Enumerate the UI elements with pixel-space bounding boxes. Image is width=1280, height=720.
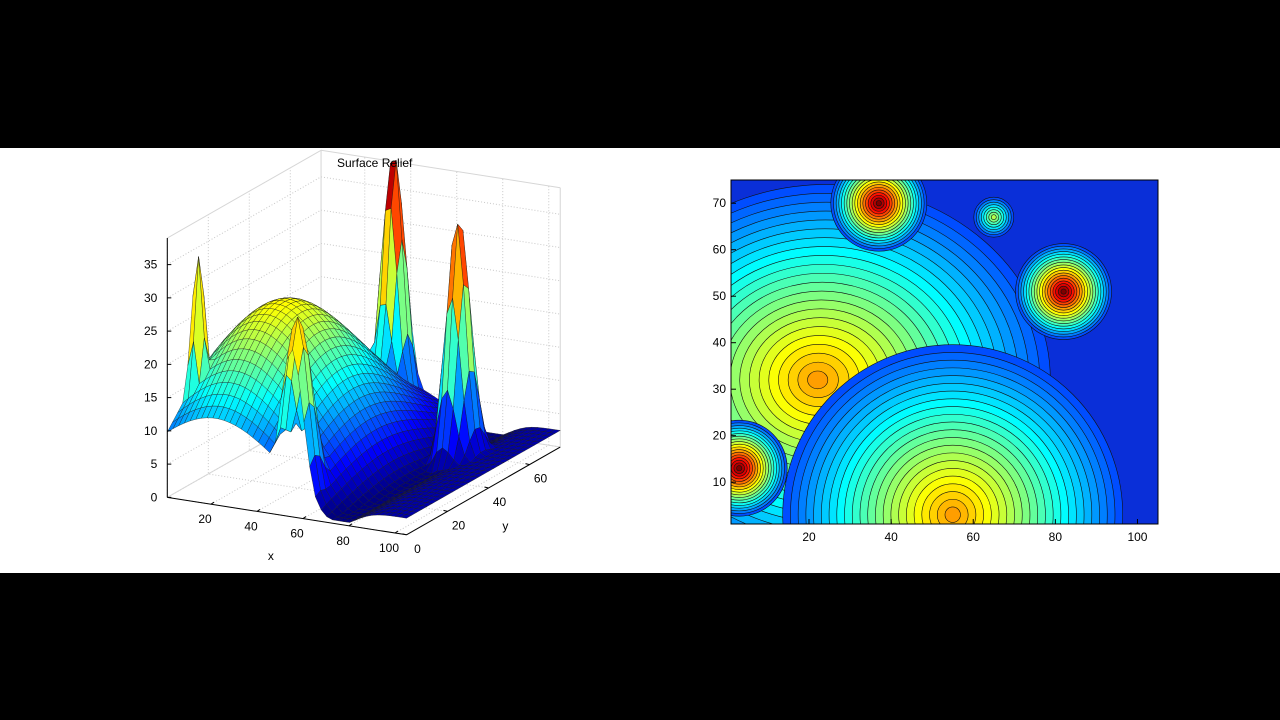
surface-ytick-mark <box>484 486 489 489</box>
surface-ztick-label: 5 <box>151 457 158 471</box>
contour-plot: 20 40 60 80 100 10 20 30 40 50 60 70 <box>713 179 1159 544</box>
surface-ytick-label: 20 <box>452 518 466 532</box>
surface-box-edge <box>167 149 322 239</box>
surface-xtick-label: 80 <box>336 534 350 548</box>
surface-xtick-mark <box>302 516 307 520</box>
surface-xaxis-line <box>167 496 407 536</box>
contour-level <box>807 370 829 390</box>
contour-ticks: 20 40 60 80 100 10 20 30 40 50 60 70 <box>713 196 1148 544</box>
surface-ztick-label: 0 <box>151 490 158 504</box>
surface-ytick-mark <box>402 533 407 536</box>
contour-level <box>736 465 743 472</box>
surface-xtick-label: 60 <box>290 527 304 541</box>
contour-frame <box>730 179 1159 525</box>
surface-xtick-label: 40 <box>244 519 258 533</box>
surface-ticks: 0 5 10 15 20 25 30 35 20 40 60 80 100 0 20 40 60 x y <box>144 238 561 563</box>
surface-ytick-label: 0 <box>414 542 421 556</box>
contour-level <box>944 506 961 523</box>
surface-title: Surface Relief <box>337 156 413 170</box>
surface-ztick-label: 25 <box>144 324 158 338</box>
surface-ytick-label: 40 <box>493 495 507 509</box>
surface-ylabel: y <box>502 519 508 533</box>
surface-cell <box>400 514 413 519</box>
surface-ytick-label: 60 <box>534 472 548 486</box>
contour-xtick-label: 60 <box>967 530 981 544</box>
contour-xtick-label: 40 <box>884 530 898 544</box>
surface-ztick-label: 30 <box>144 291 158 305</box>
surface-yaxis-line <box>406 446 561 536</box>
figure-panel: 0 5 10 15 20 25 30 35 20 40 60 80 100 0 20 40 60 x y 20 40 6… <box>0 148 1280 573</box>
surface-ztick-label: 15 <box>144 391 158 405</box>
surface-xtick-mark <box>210 501 215 505</box>
contour-level <box>1060 288 1067 295</box>
surface-xtick-mark <box>348 523 353 527</box>
surface-xtick-label: 100 <box>379 541 399 555</box>
surface-xtick-mark <box>256 508 261 512</box>
contour-ytick-label: 60 <box>713 243 727 257</box>
contour-xtick-label: 20 <box>802 530 816 544</box>
contour-level <box>990 214 997 220</box>
contour-fill <box>731 180 1158 524</box>
surface-ztick-label: 20 <box>144 357 158 371</box>
surface-xtick-label: 20 <box>198 512 212 526</box>
contour-ytick-label: 20 <box>713 429 727 443</box>
surface-ytick-mark <box>525 463 530 466</box>
surface-xlabel: x <box>268 549 274 563</box>
surface-mesh <box>166 159 561 523</box>
contour-xtick-label: 100 <box>1127 530 1147 544</box>
surface-ytick-mark <box>443 509 448 512</box>
surface-xtick-mark <box>394 530 399 534</box>
contour-ytick-label: 30 <box>713 382 727 396</box>
contour-ytick-label: 10 <box>713 475 727 489</box>
contour-ytick-label: 40 <box>713 336 727 350</box>
surface-ztick-label: 35 <box>144 258 158 272</box>
contour-xtick-label: 80 <box>1049 530 1063 544</box>
contour-ytick-label: 70 <box>713 196 727 210</box>
contour-level <box>875 200 882 207</box>
contour-ytick-label: 50 <box>713 289 727 303</box>
surface-box-edge <box>320 149 561 189</box>
surface-ztick-label: 10 <box>144 424 158 438</box>
surface-plot: 0 5 10 15 20 25 30 35 20 40 60 80 100 0 20 40 60 x y <box>144 149 561 563</box>
